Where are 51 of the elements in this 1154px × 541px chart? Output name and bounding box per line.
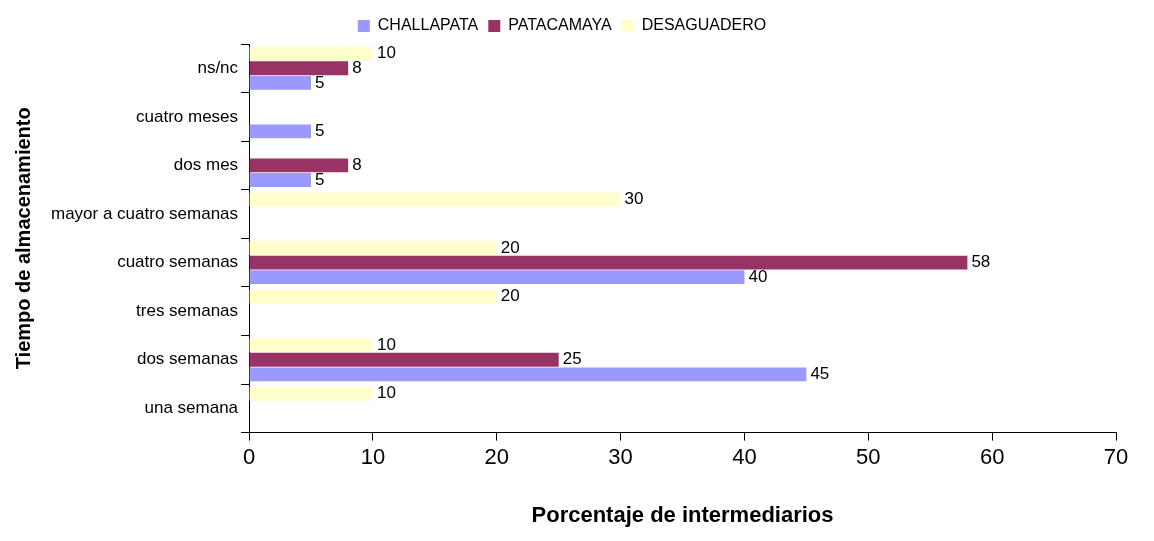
y-tick-label: cuatro semanas — [117, 252, 239, 272]
data-label: 5 — [315, 169, 325, 189]
x-tick-label: 20 — [484, 443, 510, 469]
x-tick-label: 30 — [608, 443, 633, 469]
data-label: 40 — [748, 266, 768, 286]
y-tick-label: ns/nc — [197, 57, 239, 77]
x-tick-label: 60 — [979, 443, 1005, 469]
bar — [249, 124, 312, 139]
bar — [249, 367, 807, 382]
bar — [249, 289, 497, 304]
bar — [249, 352, 559, 367]
data-label: 10 — [376, 334, 396, 354]
bar — [249, 75, 312, 90]
y-tick-label: mayor a cuatro semanas — [50, 203, 239, 223]
x-tick-label: 50 — [856, 443, 881, 469]
y-tick-label: dos semanas — [136, 349, 239, 369]
x-tick-label: 70 — [1103, 443, 1129, 469]
x-tick-label: 40 — [732, 443, 757, 469]
y-tick-label: una semana — [144, 398, 239, 417]
bar — [249, 255, 968, 270]
bar — [249, 158, 349, 173]
bar — [249, 338, 373, 353]
bar — [249, 241, 497, 255]
bar — [249, 61, 349, 76]
data-label: 20 — [500, 237, 520, 257]
data-label: 30 — [624, 189, 644, 209]
data-label: 10 — [376, 383, 396, 403]
y-tick-label: dos mes — [173, 155, 239, 175]
x-axis-title: Porcentaje de intermediarios — [531, 501, 834, 527]
data-label: 5 — [315, 121, 325, 141]
legend-label: CHALLAPATA — [377, 16, 479, 34]
data-label: 25 — [562, 349, 582, 369]
x-tick-label: 10 — [360, 443, 386, 469]
data-label: 58 — [971, 252, 991, 272]
y-tick-label: tres semanas — [136, 300, 239, 320]
bar — [249, 46, 373, 61]
data-label: 10 — [376, 43, 396, 63]
data-label: 20 — [500, 286, 520, 306]
data-label: 8 — [352, 57, 362, 77]
x-tick-label: 0 — [242, 443, 256, 469]
data-label: 5 — [315, 72, 325, 92]
y-tick-label: cuatro meses — [136, 106, 239, 126]
data-label: 45 — [810, 364, 830, 383]
bar — [249, 173, 312, 187]
bar — [249, 270, 745, 285]
legend-label: PATACAMAYA — [508, 16, 613, 34]
y-axis-title: Tiempo de almacenamiento — [11, 107, 34, 370]
bar — [249, 386, 373, 401]
legend-label: DESAGUADERO — [641, 16, 767, 34]
bar — [249, 192, 621, 207]
data-label: 8 — [352, 155, 362, 175]
